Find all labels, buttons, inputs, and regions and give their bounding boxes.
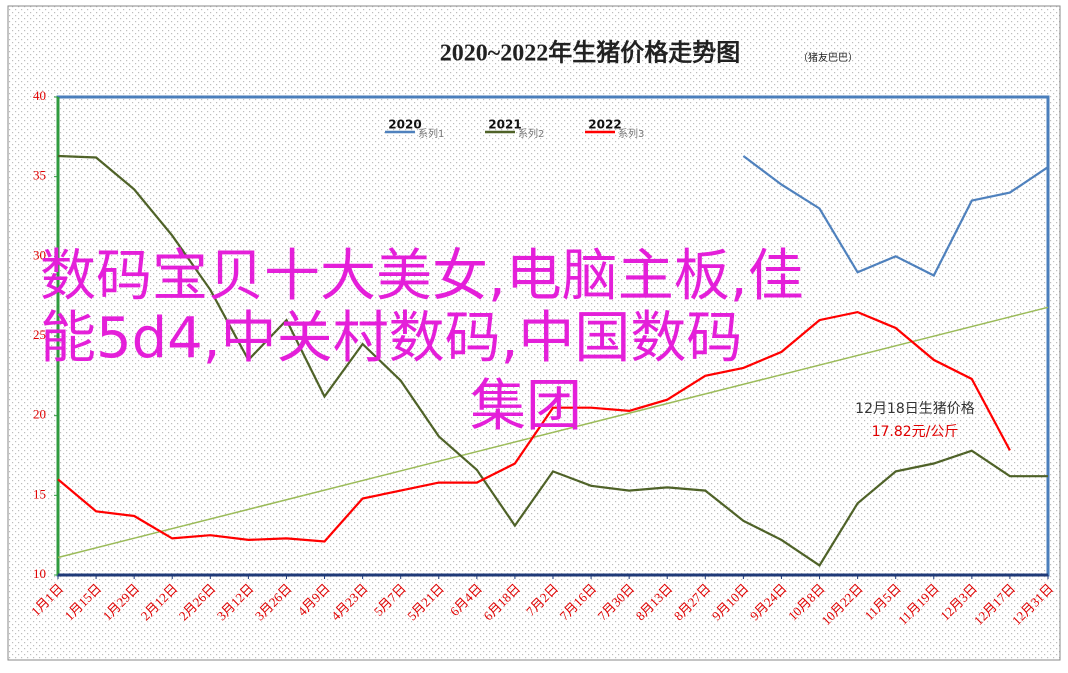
annotation: 12月18日生猪价格 [855, 401, 975, 417]
legend-name: 2022 [588, 118, 621, 132]
chart-title: 2020~2022年生猪价格走势图 [440, 39, 740, 67]
y-tick-label: 10 [33, 566, 46, 581]
chart-frame [7, 5, 1061, 661]
overlay-text: 数码宝贝十大美女,电脑主板,佳 [40, 244, 804, 309]
y-tick-label: 25 [33, 327, 46, 342]
trendline [57, 306, 1049, 559]
legend-label: 系列3 [618, 127, 644, 140]
y-tick-label: 20 [33, 407, 46, 422]
overlay-text: 能5d4,中关村数码,中国数码 [40, 306, 742, 371]
y-tick-label: 35 [33, 168, 46, 183]
y-tick-label: 30 [33, 247, 46, 262]
overlay-text: 集团 [470, 374, 582, 439]
chart-subtitle: （猪友巴巴） [798, 51, 858, 64]
y-tick-label: 40 [33, 88, 46, 103]
legend-label: 系列2 [518, 127, 544, 140]
legend-name: 2021 [488, 118, 521, 132]
y-tick-label: 15 [33, 486, 46, 501]
annotation: 17.82元/公斤 [872, 424, 959, 440]
legend-name: 2020 [388, 118, 421, 132]
series-line [57, 310, 1011, 543]
series-line [742, 155, 1049, 277]
legend-label: 系列1 [418, 127, 444, 140]
series-line [57, 154, 1048, 567]
